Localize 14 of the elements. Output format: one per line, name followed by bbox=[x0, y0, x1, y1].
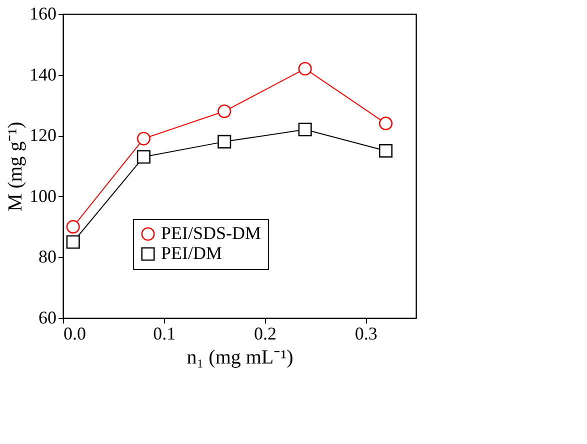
x-tick-label: 0.0 bbox=[64, 324, 86, 344]
y-tick-label: 60 bbox=[38, 308, 56, 328]
legend-label: PEI/DM bbox=[161, 243, 222, 263]
legend-label: PEI/SDS-DM bbox=[161, 223, 262, 243]
x-tick-label: 0.1 bbox=[153, 324, 176, 344]
y-tick-label: 140 bbox=[30, 64, 56, 84]
x-tick-label: 0.2 bbox=[254, 324, 276, 344]
x-axis-title: n₁ (mg mL⁻¹) bbox=[186, 346, 294, 368]
x-tick-label: 0.3 bbox=[354, 324, 378, 344]
y-tick-label: 120 bbox=[30, 125, 56, 146]
y-tick-label: 160 bbox=[30, 4, 56, 24]
y-tick-label: 100 bbox=[30, 186, 56, 206]
y-tick-label: 80 bbox=[38, 246, 56, 267]
y-axis-title: M (mg g⁻¹) bbox=[4, 122, 26, 212]
